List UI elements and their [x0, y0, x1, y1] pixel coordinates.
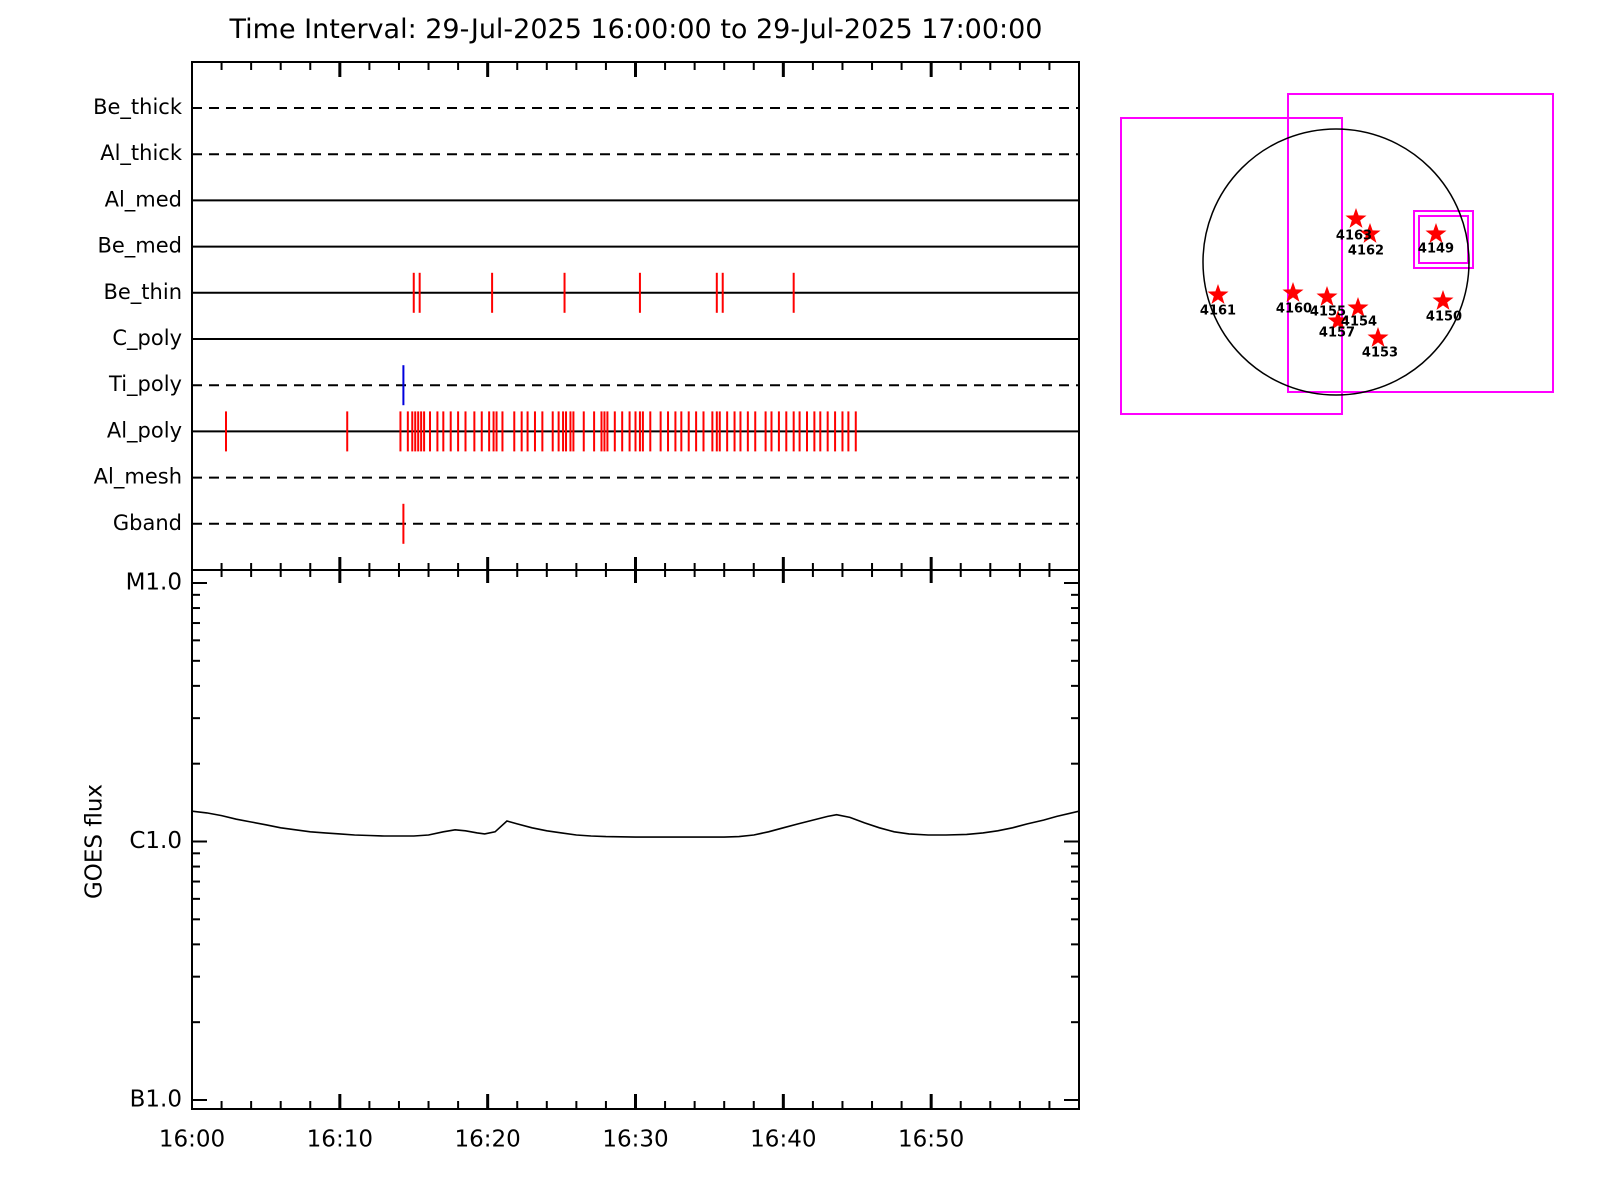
active-region-star-4153 — [1367, 327, 1389, 347]
active-region-label-4162: 4162 — [1348, 244, 1384, 259]
goes-panel-frame — [191, 569, 1080, 1110]
active-region-star-4161 — [1207, 284, 1229, 304]
active-region-label-4150: 4150 — [1426, 310, 1462, 325]
active-region-star-4154 — [1347, 297, 1369, 317]
y-axis-label-C1.0: C1.0 — [129, 828, 182, 854]
fov-box-ar4149 — [1413, 210, 1474, 269]
fov-box-ar4149-inner — [1418, 215, 1469, 264]
active-region-star-4162 — [1359, 223, 1381, 243]
filter-row-label-Ti_poly: Ti_poly — [108, 372, 182, 397]
x-axis-label: 16:20 — [455, 1127, 521, 1153]
filter-panel-frame — [191, 61, 1080, 571]
filter-row-label-Al_thick: Al_thick — [100, 141, 183, 166]
goes-flux-axis-title: GOES flux — [82, 784, 108, 899]
active-region-star-4157 — [1327, 310, 1349, 330]
x-axis-label: 16:00 — [159, 1127, 225, 1153]
filter-row-label-Be_thick: Be_thick — [93, 95, 183, 120]
active-region-label-4160: 4160 — [1276, 302, 1312, 317]
x-axis-label: 16:30 — [602, 1127, 668, 1153]
filter-row-label-C_poly: C_poly — [112, 326, 182, 351]
active-region-star-4155 — [1316, 286, 1338, 306]
fov-box-left — [1120, 117, 1343, 415]
active-region-label-4149: 4149 — [1418, 242, 1454, 257]
active-region-label-4153: 4153 — [1362, 346, 1398, 361]
active-region-label-4157: 4157 — [1319, 326, 1355, 341]
solar-limb-circle — [1202, 128, 1470, 396]
active-region-star-4160 — [1282, 282, 1304, 302]
active-region-star-4149 — [1425, 223, 1447, 243]
x-axis-label: 16:50 — [898, 1127, 964, 1153]
filter-row-label-Al_poly: Al_poly — [107, 418, 182, 443]
active-region-label-4154: 4154 — [1341, 315, 1377, 330]
active-region-label-4155: 4155 — [1310, 305, 1346, 320]
page-title: Time Interval: 29-Jul-2025 16:00:00 to 2… — [229, 14, 1043, 45]
active-region-label-4161: 4161 — [1200, 304, 1236, 319]
fov-box-right — [1287, 93, 1554, 393]
active-region-label-4163: 4163 — [1336, 229, 1372, 244]
filter-row-label-Al_med: Al_med — [105, 187, 182, 212]
y-axis-label-B1.0: B1.0 — [130, 1087, 182, 1113]
filter-row-label-Al_mesh: Al_mesh — [94, 465, 182, 490]
x-axis-label: 16:10 — [307, 1127, 373, 1153]
active-region-star-4163 — [1345, 208, 1367, 228]
x-axis-label: 16:40 — [750, 1127, 816, 1153]
filter-row-label-Be_med: Be_med — [97, 234, 182, 259]
y-axis-label-M1.0: M1.0 — [126, 570, 182, 596]
goes-flux-curve — [191, 810, 1080, 838]
filter-row-label-Gband: Gband — [113, 511, 182, 535]
filter-row-label-Be_thin: Be_thin — [103, 280, 182, 305]
active-region-star-4150 — [1432, 290, 1454, 310]
